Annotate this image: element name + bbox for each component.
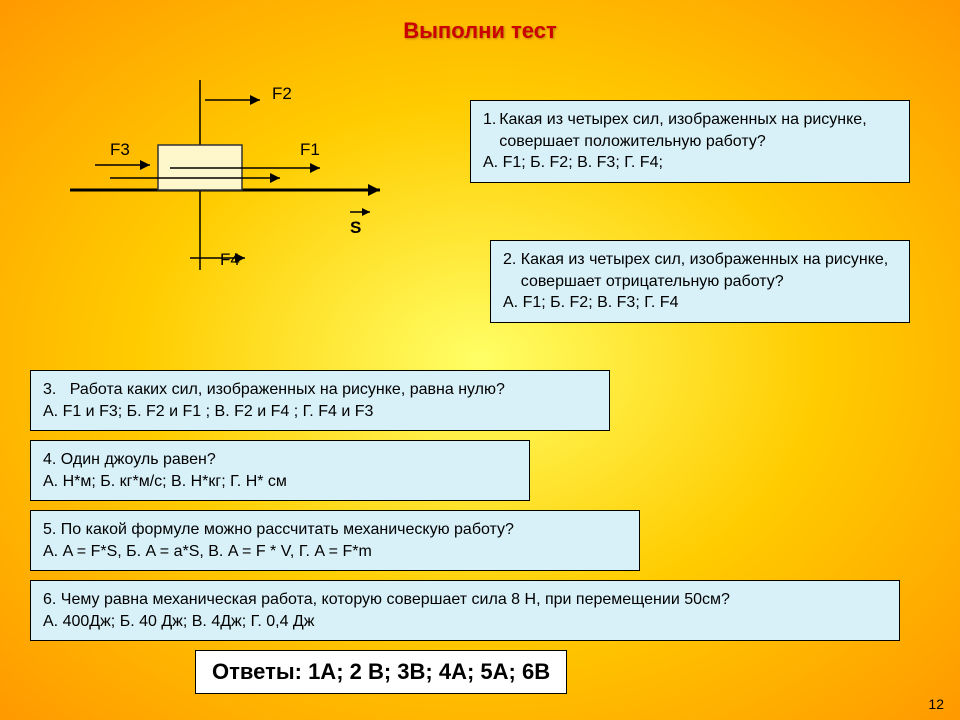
q3-options: А. F1 и F3; Б. F2 и F1 ; В. F2 и F4 ; Г.… [43,403,373,420]
slide-title: Выполни тест [403,18,556,44]
label-f1: F1 [300,140,320,160]
force-diagram: F2 F1 F3 F4 S [50,60,410,280]
q1-options: А. F1; Б. F2; В. F3; Г. F4; [483,152,897,174]
label-f2: F2 [272,84,292,104]
label-s: S [350,218,361,238]
answers-box: Ответы: 1А; 2 В; 3В; 4А; 5А; 6В [195,650,567,694]
q4-options: А. Н*м; Б. кг*м/с; В. Н*кг; Г. Н* см [43,473,287,490]
label-f3: F3 [110,140,130,160]
question-5: 5. По какой формуле можно рассчитать мех… [30,510,640,571]
q6-options: А. 400Дж; Б. 40 Дж; В. 4Дж; Г. 0,4 Дж [43,613,314,630]
q3-number: 3. [43,381,56,398]
q5-options: А. A = F*S, Б. A = a*S, В. A = F * V, Г.… [43,543,372,560]
q5-number: 5. [43,521,56,538]
question-2: 2. Какая из четырех сил, изображенных на… [490,240,910,323]
question-3: 3. Работа каких сил, изображенных на рис… [30,370,610,431]
label-f4: F4 [220,250,240,270]
question-6: 6. Чему равна механическая работа, котор… [30,580,900,641]
q2-text: Какая из четырех сил, изображенных на ри… [521,249,897,292]
question-1: 1. Какая из четырех сил, изображенных на… [470,100,910,183]
page-number: 12 [928,696,944,712]
q4-text: Один джоуль равен? [61,451,216,468]
q1-number: 1. [483,109,499,152]
q3-text: Работа каких сил, изображенных на рисунк… [70,381,505,398]
q2-options: А. F1; Б. F2; В. F3; Г. F4 [503,292,897,314]
q4-number: 4. [43,451,56,468]
q6-text: Чему равна механическая работа, которую … [61,591,730,608]
q5-text: По какой формуле можно рассчитать механи… [61,521,514,538]
question-4: 4. Один джоуль равен? А. Н*м; Б. кг*м/с;… [30,440,530,501]
q6-number: 6. [43,591,56,608]
q1-text: Какая из четырех сил, изображенных на ри… [499,109,897,152]
q2-number: 2. [503,249,521,292]
